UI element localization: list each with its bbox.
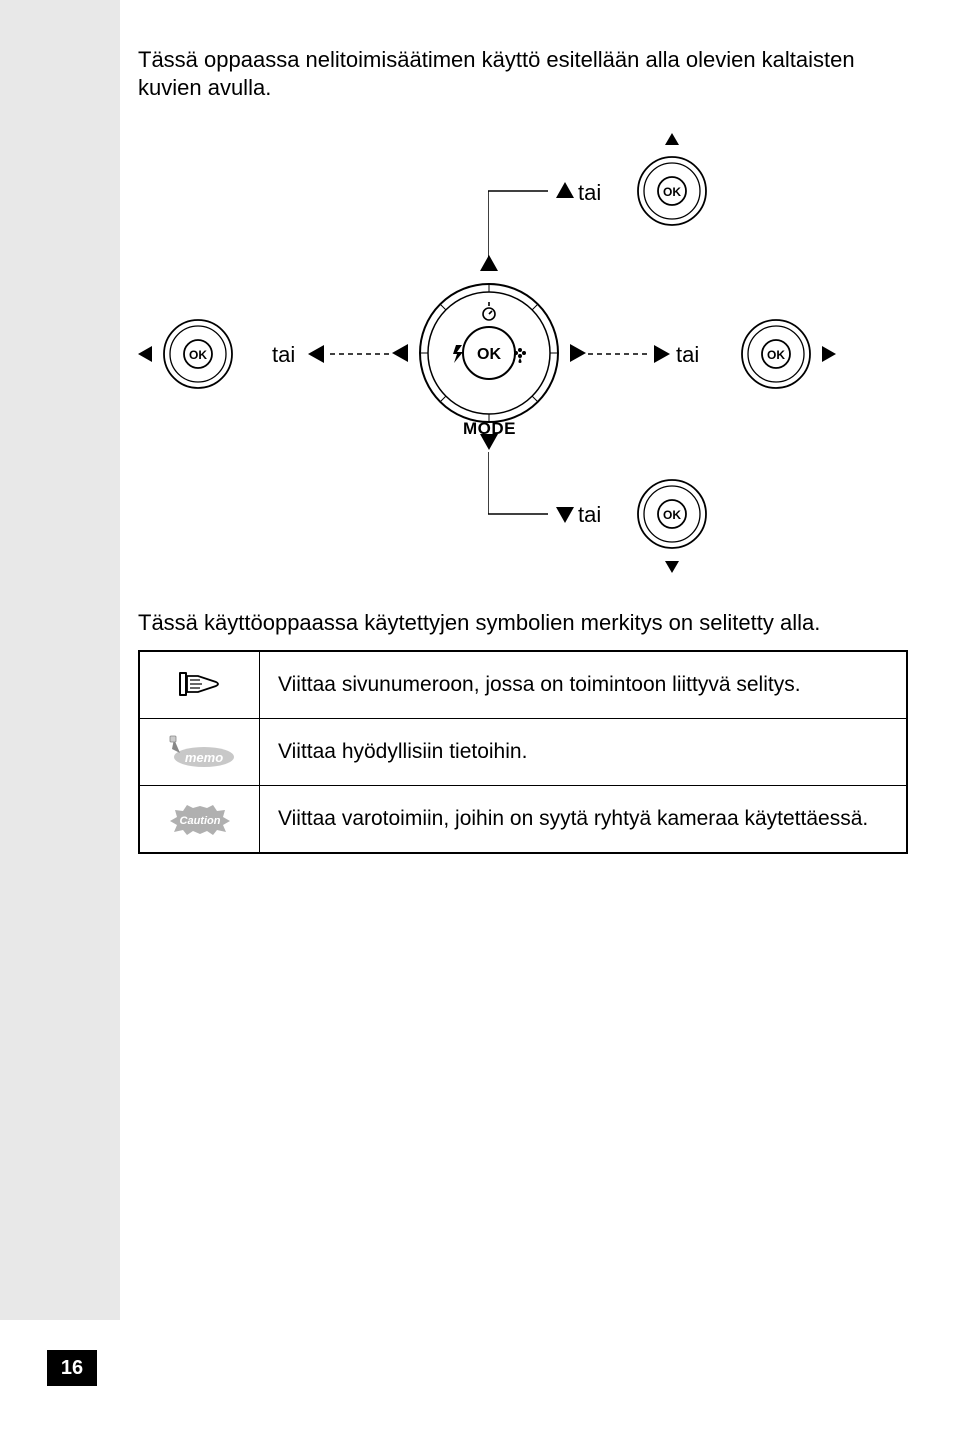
svg-text:OK: OK [663,185,681,199]
tai-label-top: tai [578,180,601,206]
svg-text:OK: OK [477,346,501,363]
table-row: Caution Viittaa varotoimiin, joihin on s… [140,786,906,852]
pointing-hand-icon [178,668,222,702]
up-tri-ok-top [665,132,679,150]
memo-icon: memo [162,735,238,769]
ok-dial-left: OK [162,318,234,390]
left-tri-far [138,346,152,367]
main-dial: OK [418,282,560,424]
tai-label-left: tai [272,342,295,368]
leader-bottom [488,452,558,522]
tai-label-bottom: tai [578,502,601,528]
page-number: 16 [47,1350,97,1386]
table-row: memo Viittaa hyödyllisiin tietoihin. [140,719,906,786]
left-tri-tai [308,345,324,368]
leader-top [488,187,558,263]
row-text: Viittaa hyödyllisiin tietoihin. [260,719,906,785]
left-arrow-main [392,344,408,367]
leader-left [330,352,390,356]
up-tri-tai [556,182,574,203]
svg-text:memo: memo [184,750,222,765]
svg-text:OK: OK [189,348,207,362]
caution-icon-cell: Caution [140,786,260,852]
row-text: Viittaa sivunumeroon, jossa on toimintoo… [260,652,906,718]
memo-icon-cell: memo [140,719,260,785]
right-arrow-main [570,344,586,367]
table-row: Viittaa sivunumeroon, jossa on toimintoo… [140,652,906,719]
controller-diagram: OK [138,132,908,562]
right-tri-far [822,346,836,367]
down-tri-tai [556,507,574,528]
ok-dial-bottom: OK [636,478,708,550]
svg-text:OK: OK [767,348,785,362]
hand-icon-cell [140,652,260,718]
ok-dial-top: OK [636,155,708,227]
symbol-table: Viittaa sivunumeroon, jossa on toimintoo… [138,650,908,854]
intro-paragraph: Tässä oppaassa nelitoimisäätimen käyttö … [138,46,908,102]
table-intro: Tässä käyttöoppaassa käytettyjen symboli… [138,608,908,638]
caution-icon: Caution [167,802,233,836]
tai-label-right: tai [676,342,699,368]
ok-dial-right: OK [740,318,812,390]
svg-text:Caution: Caution [179,815,220,827]
left-margin-strip [0,0,120,1320]
down-tri-ok-bottom [665,560,679,578]
leader-right [588,352,648,356]
row-text: Viittaa varotoimiin, joihin on syytä ryh… [260,786,906,852]
right-tri-tai [654,345,670,368]
svg-text:OK: OK [663,508,681,522]
